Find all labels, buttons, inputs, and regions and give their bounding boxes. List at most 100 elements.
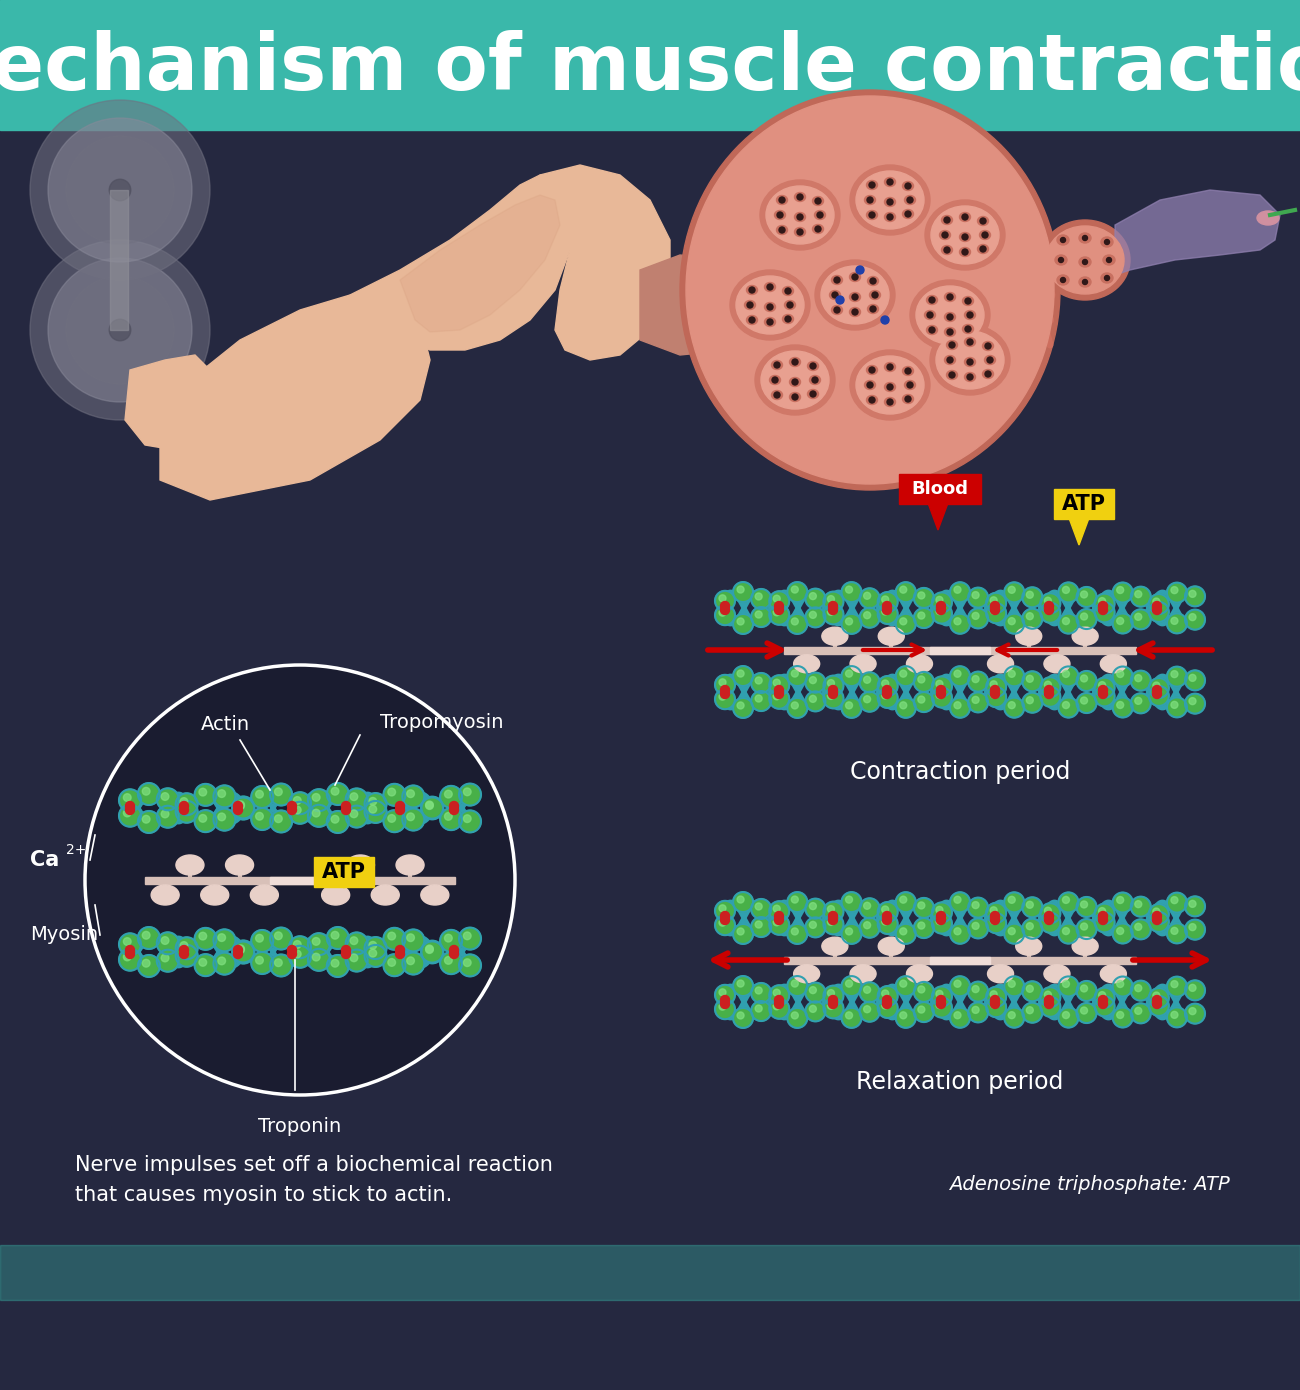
Circle shape bbox=[332, 959, 339, 967]
Ellipse shape bbox=[764, 282, 776, 292]
Circle shape bbox=[1076, 1004, 1096, 1023]
Circle shape bbox=[1153, 598, 1160, 605]
Polygon shape bbox=[350, 175, 575, 350]
Circle shape bbox=[1080, 613, 1088, 620]
Circle shape bbox=[1022, 898, 1043, 917]
Circle shape bbox=[1117, 617, 1123, 624]
Circle shape bbox=[980, 218, 985, 224]
Circle shape bbox=[1009, 980, 1015, 987]
Circle shape bbox=[991, 691, 997, 698]
Circle shape bbox=[445, 813, 452, 820]
Circle shape bbox=[425, 945, 433, 952]
Circle shape bbox=[950, 614, 970, 634]
Circle shape bbox=[755, 922, 762, 929]
Circle shape bbox=[967, 374, 972, 379]
Circle shape bbox=[1058, 257, 1063, 263]
Ellipse shape bbox=[1257, 211, 1279, 225]
Circle shape bbox=[1186, 897, 1205, 916]
Circle shape bbox=[715, 689, 734, 709]
Circle shape bbox=[364, 794, 386, 815]
Circle shape bbox=[883, 999, 892, 1009]
Text: Adenosine triphosphate: ATP: Adenosine triphosphate: ATP bbox=[949, 1176, 1230, 1194]
Circle shape bbox=[270, 784, 292, 806]
Circle shape bbox=[251, 808, 273, 830]
Text: ATP: ATP bbox=[322, 862, 367, 883]
Circle shape bbox=[287, 945, 296, 955]
Circle shape bbox=[985, 343, 991, 349]
Circle shape bbox=[1080, 901, 1088, 908]
Circle shape bbox=[199, 959, 207, 966]
Circle shape bbox=[878, 688, 898, 708]
Circle shape bbox=[48, 118, 192, 261]
Text: Myosin: Myosin bbox=[30, 926, 98, 944]
Circle shape bbox=[896, 666, 915, 687]
Circle shape bbox=[233, 941, 255, 962]
Circle shape bbox=[312, 938, 320, 945]
Circle shape bbox=[237, 947, 244, 954]
Circle shape bbox=[863, 987, 871, 994]
Ellipse shape bbox=[1046, 227, 1124, 295]
Ellipse shape bbox=[807, 389, 819, 399]
Circle shape bbox=[1190, 901, 1196, 908]
Circle shape bbox=[1153, 916, 1160, 923]
Circle shape bbox=[823, 605, 844, 624]
Ellipse shape bbox=[927, 296, 937, 304]
Circle shape bbox=[887, 214, 893, 220]
Circle shape bbox=[1026, 696, 1034, 703]
Circle shape bbox=[384, 954, 406, 976]
Circle shape bbox=[1080, 986, 1088, 992]
Text: Troponin: Troponin bbox=[259, 1118, 342, 1136]
Circle shape bbox=[965, 297, 971, 304]
Circle shape bbox=[845, 670, 853, 677]
Ellipse shape bbox=[807, 361, 819, 371]
Circle shape bbox=[779, 227, 785, 234]
Ellipse shape bbox=[766, 186, 835, 245]
Circle shape bbox=[863, 612, 871, 619]
Ellipse shape bbox=[1044, 965, 1070, 983]
Circle shape bbox=[395, 805, 404, 815]
Circle shape bbox=[823, 902, 844, 922]
Circle shape bbox=[823, 915, 844, 934]
Circle shape bbox=[968, 671, 988, 692]
Ellipse shape bbox=[176, 855, 204, 874]
Circle shape bbox=[1062, 587, 1070, 594]
Circle shape bbox=[326, 810, 348, 833]
Circle shape bbox=[256, 812, 264, 820]
Circle shape bbox=[767, 318, 774, 325]
Circle shape bbox=[1135, 591, 1141, 598]
Circle shape bbox=[772, 377, 777, 384]
Circle shape bbox=[918, 676, 924, 682]
Circle shape bbox=[1044, 999, 1053, 1009]
Circle shape bbox=[770, 999, 789, 1019]
Circle shape bbox=[1113, 977, 1132, 997]
Circle shape bbox=[944, 217, 950, 222]
Circle shape bbox=[774, 1002, 780, 1009]
Circle shape bbox=[841, 666, 862, 687]
Ellipse shape bbox=[755, 345, 835, 416]
Bar bbox=[930, 646, 991, 655]
Circle shape bbox=[1167, 923, 1187, 944]
Circle shape bbox=[737, 619, 744, 626]
Ellipse shape bbox=[680, 90, 1060, 491]
Circle shape bbox=[251, 785, 273, 808]
Circle shape bbox=[1009, 702, 1015, 709]
Ellipse shape bbox=[916, 286, 984, 343]
Ellipse shape bbox=[879, 627, 905, 645]
Circle shape bbox=[1167, 613, 1187, 634]
Circle shape bbox=[810, 592, 816, 599]
Ellipse shape bbox=[927, 325, 937, 335]
Circle shape bbox=[1040, 997, 1061, 1017]
Circle shape bbox=[402, 809, 424, 831]
Circle shape bbox=[755, 594, 762, 600]
Circle shape bbox=[384, 784, 406, 806]
Circle shape bbox=[991, 991, 997, 998]
Circle shape bbox=[868, 367, 875, 373]
Circle shape bbox=[1076, 587, 1096, 607]
Circle shape bbox=[1153, 912, 1161, 920]
Circle shape bbox=[1135, 698, 1141, 705]
Circle shape bbox=[1076, 981, 1096, 1001]
Circle shape bbox=[720, 685, 729, 695]
Circle shape bbox=[828, 999, 837, 1009]
FancyBboxPatch shape bbox=[900, 474, 982, 505]
Circle shape bbox=[234, 945, 243, 955]
